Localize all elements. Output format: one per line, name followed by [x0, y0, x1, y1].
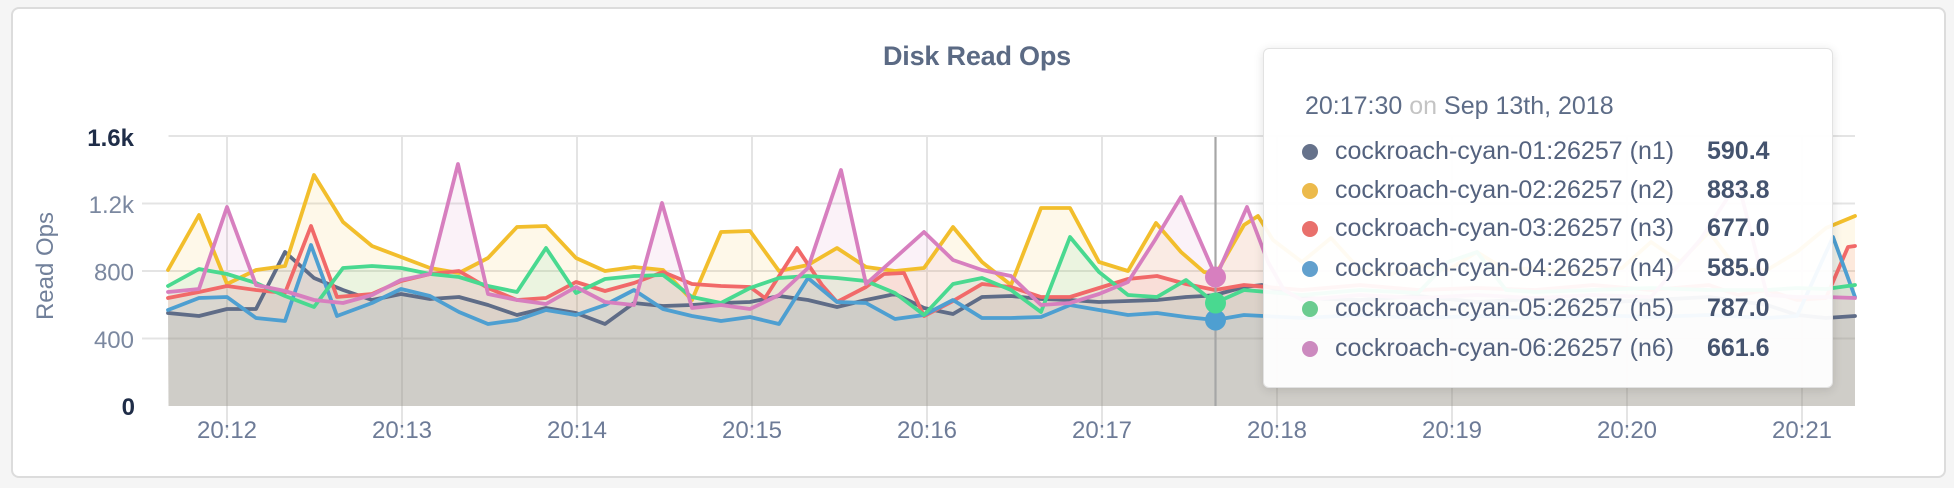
svg-text:400: 400: [94, 327, 134, 354]
svg-text:1.6k: 1.6k: [87, 125, 134, 152]
svg-text:20:19: 20:19: [1422, 417, 1482, 444]
svg-text:0: 0: [122, 394, 135, 421]
svg-text:20:20: 20:20: [1597, 417, 1657, 444]
svg-text:20:21: 20:21: [1772, 417, 1832, 444]
svg-text:Read Ops: Read Ops: [32, 212, 59, 320]
svg-text:20:14: 20:14: [547, 417, 607, 444]
svg-text:20:17: 20:17: [1072, 417, 1132, 444]
svg-text:20:12: 20:12: [197, 417, 257, 444]
svg-text:1.2k: 1.2k: [89, 192, 135, 219]
svg-text:20:15: 20:15: [722, 417, 782, 444]
svg-text:20:18: 20:18: [1247, 417, 1307, 444]
svg-text:800: 800: [94, 260, 134, 287]
svg-text:20:16: 20:16: [897, 417, 957, 444]
svg-text:20:13: 20:13: [372, 417, 432, 444]
